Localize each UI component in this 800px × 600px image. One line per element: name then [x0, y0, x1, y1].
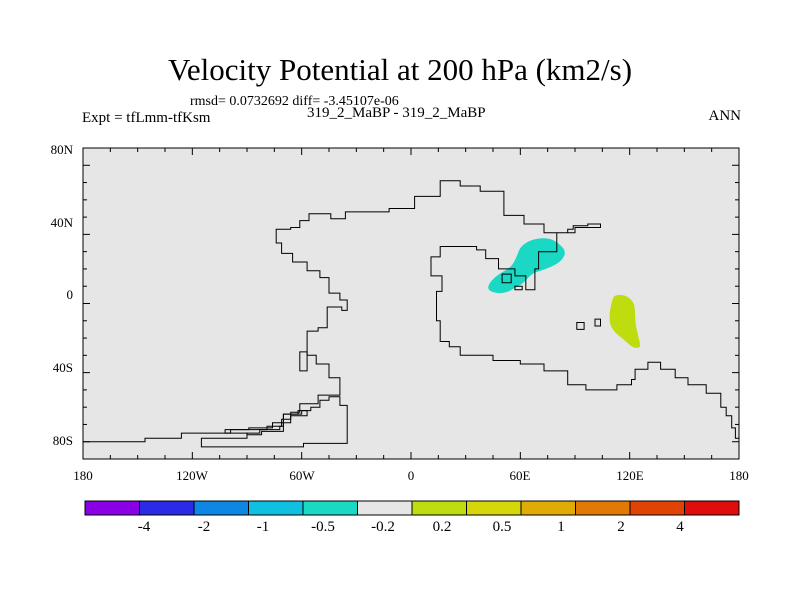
experiment-label: Expt = tfLmm-tfKsm: [82, 110, 211, 126]
colorbar-label: -1: [257, 519, 270, 535]
colorbar-swatch-8: [466, 500, 522, 516]
season-label: ANN: [708, 108, 742, 124]
coastline-island-4: [576, 322, 585, 330]
lat-label-80n: 80N: [51, 142, 74, 157]
colorbar-label: 4: [676, 519, 684, 535]
latitude-labels: 80N 40N 0 40S 80S: [51, 142, 74, 448]
lat-label-40s: 40S: [53, 360, 73, 375]
colorbar-labels: -4 -2 -1 -0.5 -0.2 0.2 0.5 1 2 4: [138, 519, 685, 535]
colorbar-label: 0.5: [493, 519, 512, 535]
colorbar-swatch-12: [684, 500, 740, 516]
map-background: [83, 148, 739, 459]
lon-label-0: 0: [408, 468, 415, 483]
lon-label-60e: 60E: [510, 468, 531, 483]
lon-label-180e: 180: [729, 468, 749, 483]
coastline-island-3: [299, 351, 308, 372]
lon-label-60w: 60W: [289, 468, 315, 483]
coastline-main: [83, 180, 739, 443]
lat-label-0: 0: [67, 287, 74, 302]
coastline-island-2: [224, 410, 308, 436]
coastline-island-6: [501, 273, 512, 284]
colorbar-swatch-3: [193, 500, 249, 516]
colorbar-label: -2: [198, 519, 211, 535]
lon-label-120e: 120E: [616, 468, 644, 483]
lon-label-180w: 180: [73, 468, 93, 483]
longitude-labels: 180 120W 60W 0 60E 120E 180: [73, 468, 749, 483]
colorbar-swatch-9: [520, 500, 576, 516]
colorbar-swatch-10: [575, 500, 631, 516]
colorbar-label: 2: [617, 519, 625, 535]
lat-label-40n: 40N: [51, 215, 74, 230]
colorbar-swatch-4: [248, 500, 304, 516]
colorbar-label: -4: [138, 519, 151, 535]
colorbar: [84, 500, 740, 516]
coastline-layer: [83, 180, 739, 448]
colorbar-swatch-1: [84, 500, 140, 516]
axis-ticks: [82, 147, 740, 460]
colorbar-swatch-6: [357, 500, 413, 516]
colorbar-swatch-7: [411, 500, 467, 516]
coastline-island-1: [200, 396, 348, 448]
plot-title: Velocity Potential at 200 hPa (km2/s): [167, 52, 633, 87]
colorbar-label: 1: [557, 519, 565, 535]
coastline-island-5: [594, 318, 601, 327]
colorbar-swatch-5: [302, 500, 358, 516]
colorbar-swatch-2: [139, 500, 195, 516]
colorbar-label: -0.5: [311, 519, 335, 535]
lon-label-120w: 120W: [176, 468, 209, 483]
colorbar-swatch-11: [629, 500, 685, 516]
coastline-island-7: [514, 285, 523, 291]
colorbar-label: 0.2: [433, 519, 452, 535]
colorbar-label: -0.2: [371, 519, 395, 535]
statistics-line: rmsd= 0.0732692 diff= -3.45107e-06: [190, 94, 399, 109]
contour-fill-2: [609, 294, 640, 348]
case-names: 319_2_MaBP - 319_2_MaBP: [307, 105, 486, 121]
lat-label-80s: 80S: [53, 433, 73, 448]
